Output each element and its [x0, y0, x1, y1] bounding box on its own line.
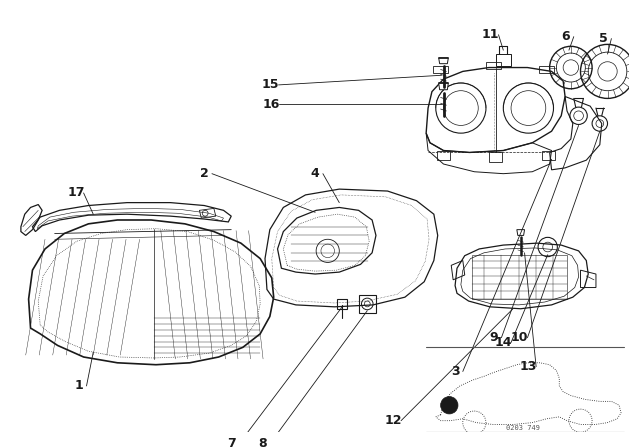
Circle shape [440, 396, 458, 414]
Text: 12: 12 [385, 414, 402, 427]
Text: 9: 9 [490, 331, 498, 344]
Polygon shape [438, 58, 449, 64]
Text: 7: 7 [227, 437, 236, 448]
Text: 11: 11 [482, 28, 500, 41]
Text: 14: 14 [495, 336, 512, 349]
Text: 16: 16 [262, 98, 280, 111]
Text: 8: 8 [258, 437, 266, 448]
Text: 4: 4 [311, 167, 319, 180]
Text: 17: 17 [67, 186, 84, 199]
Text: 3: 3 [451, 365, 460, 378]
Text: 2: 2 [200, 167, 209, 180]
Text: 10: 10 [511, 331, 529, 344]
Polygon shape [517, 230, 525, 236]
Polygon shape [438, 83, 449, 90]
Text: 0203 749: 0203 749 [506, 426, 540, 431]
Text: 6: 6 [562, 30, 570, 43]
Text: 1: 1 [74, 379, 83, 392]
Text: 5: 5 [599, 32, 608, 45]
Text: 13: 13 [520, 360, 537, 373]
Text: 15: 15 [262, 78, 280, 91]
